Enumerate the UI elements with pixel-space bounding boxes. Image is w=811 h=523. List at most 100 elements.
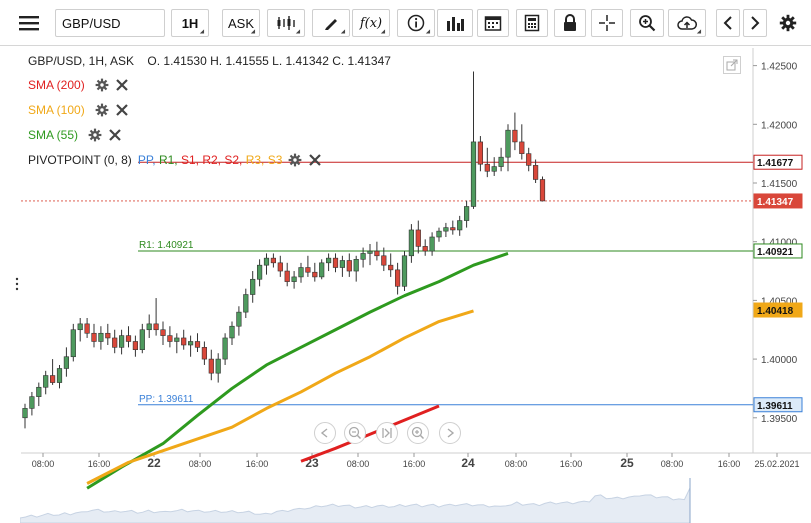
candle-body <box>408 229 415 257</box>
symbol-selector[interactable]: GBP/USD <box>55 9 165 37</box>
menu-button[interactable] <box>14 9 44 37</box>
candle-body <box>436 230 442 238</box>
indicator-pivotpoint[interactable]: PIVOTPOINT (0, 8) PP, R1, S1, R2, S2, R3… <box>28 153 322 167</box>
candle-body <box>263 257 270 266</box>
expand-button[interactable] <box>723 56 741 74</box>
close-icon[interactable] <box>115 103 129 117</box>
x-tick-label: 16:00 <box>560 459 583 469</box>
close-icon[interactable] <box>308 153 322 167</box>
timeframe-label: 1H <box>181 15 199 31</box>
zoom-in-button[interactable] <box>407 422 429 444</box>
chevron-left-icon <box>723 16 732 30</box>
candle-body <box>491 166 497 172</box>
pivot-level-s1: S1 <box>180 153 196 167</box>
candle-body <box>98 332 104 342</box>
candle-body <box>388 264 394 271</box>
candle-body <box>22 408 28 419</box>
y-tick-label: 1.41000 <box>761 238 798 249</box>
calculator-button[interactable] <box>516 9 548 37</box>
candle-body <box>160 329 166 336</box>
function-icon: f(x) <box>359 15 383 31</box>
candle-body <box>215 358 221 374</box>
candle-body <box>498 156 504 167</box>
expand-icon <box>726 59 738 71</box>
candle-body <box>112 337 118 348</box>
gear-icon[interactable] <box>288 153 302 167</box>
price-tag <box>753 193 803 209</box>
nav-back-button[interactable] <box>314 422 336 444</box>
calendar-button[interactable] <box>477 9 509 37</box>
price-type-button[interactable]: ASK <box>222 9 260 37</box>
candle-body <box>319 262 325 278</box>
navigator-area <box>20 487 691 523</box>
symbol-label: GBP/USD <box>62 15 121 31</box>
candle-body <box>526 153 532 166</box>
x-tick-label: 24 <box>461 456 475 470</box>
lock-icon <box>564 14 576 31</box>
candle-body <box>325 257 332 264</box>
calendar-icon <box>484 16 502 31</box>
candle-body <box>63 356 69 369</box>
indicator-sma-55[interactable]: SMA (55) <box>28 128 122 142</box>
x-tick-label: 25.02.2021 <box>754 459 799 469</box>
legend-ohlc: O. 1.41530 H. 1.41555 L. 1.41342 C. 1.41… <box>147 54 391 68</box>
indicator-sma-100[interactable]: SMA (100) <box>28 103 129 117</box>
indicators-button[interactable]: f(x) <box>352 9 390 37</box>
settings-button[interactable] <box>774 9 802 37</box>
pivot-line-label: R1: 1.40921 <box>139 240 194 251</box>
candle-body <box>477 141 484 165</box>
draw-tool-button[interactable] <box>312 9 350 37</box>
candle-body <box>91 332 97 342</box>
triangle-right-icon <box>447 428 455 438</box>
candle-body <box>284 270 290 282</box>
zoom-out-icon <box>348 426 362 440</box>
cloud-button[interactable] <box>668 9 706 37</box>
candle-body <box>208 358 214 374</box>
pivot-separator: , <box>217 153 225 167</box>
calculator-icon <box>524 14 540 32</box>
candle-body <box>188 341 194 346</box>
candle-body <box>77 323 83 331</box>
close-icon[interactable] <box>108 128 122 142</box>
info-button[interactable] <box>397 9 435 37</box>
nav-forward-button[interactable] <box>439 422 461 444</box>
candle-body <box>401 255 408 287</box>
chart-type-button[interactable] <box>267 9 305 37</box>
candle-body <box>222 337 228 360</box>
resize-handle-icon[interactable] <box>14 276 20 292</box>
chart-navigator[interactable] <box>20 470 810 523</box>
x-tick-label: 25 <box>620 456 634 470</box>
crosshair-icon <box>599 15 615 31</box>
candle-body <box>70 329 76 358</box>
reset-view-button[interactable] <box>376 422 398 444</box>
zoom-button[interactable] <box>630 9 664 37</box>
volume-button[interactable] <box>437 9 473 37</box>
scroll-left-button[interactable] <box>716 9 740 37</box>
gear-icon[interactable] <box>95 78 109 92</box>
x-tick-label: 08:00 <box>661 459 684 469</box>
indicator-label: SMA (100) <box>28 103 85 117</box>
candle-body <box>381 255 387 266</box>
zoom-out-button[interactable] <box>344 422 366 444</box>
close-icon[interactable] <box>115 78 129 92</box>
candle-body <box>277 262 283 272</box>
pivot-separator: , <box>195 153 203 167</box>
x-tick-label: 22 <box>147 456 161 470</box>
crosshair-button[interactable] <box>591 9 623 37</box>
candle-body <box>256 264 263 280</box>
candle-body <box>132 341 139 350</box>
price-type-label: ASK <box>227 15 254 31</box>
indicator-sma-200[interactable]: SMA (200) <box>28 78 129 92</box>
candle-body <box>443 227 449 232</box>
y-tick-label: 1.42000 <box>761 120 798 131</box>
timeframe-button[interactable]: 1H <box>171 9 209 37</box>
gear-icon[interactable] <box>88 128 102 142</box>
price-tag <box>753 397 803 413</box>
scroll-right-button[interactable] <box>743 9 767 37</box>
gear-icon[interactable] <box>95 103 109 117</box>
price-tag-label: 1.41347 <box>757 197 794 208</box>
lock-button[interactable] <box>554 9 586 37</box>
candle-body <box>236 311 242 327</box>
price-tag <box>753 243 803 259</box>
